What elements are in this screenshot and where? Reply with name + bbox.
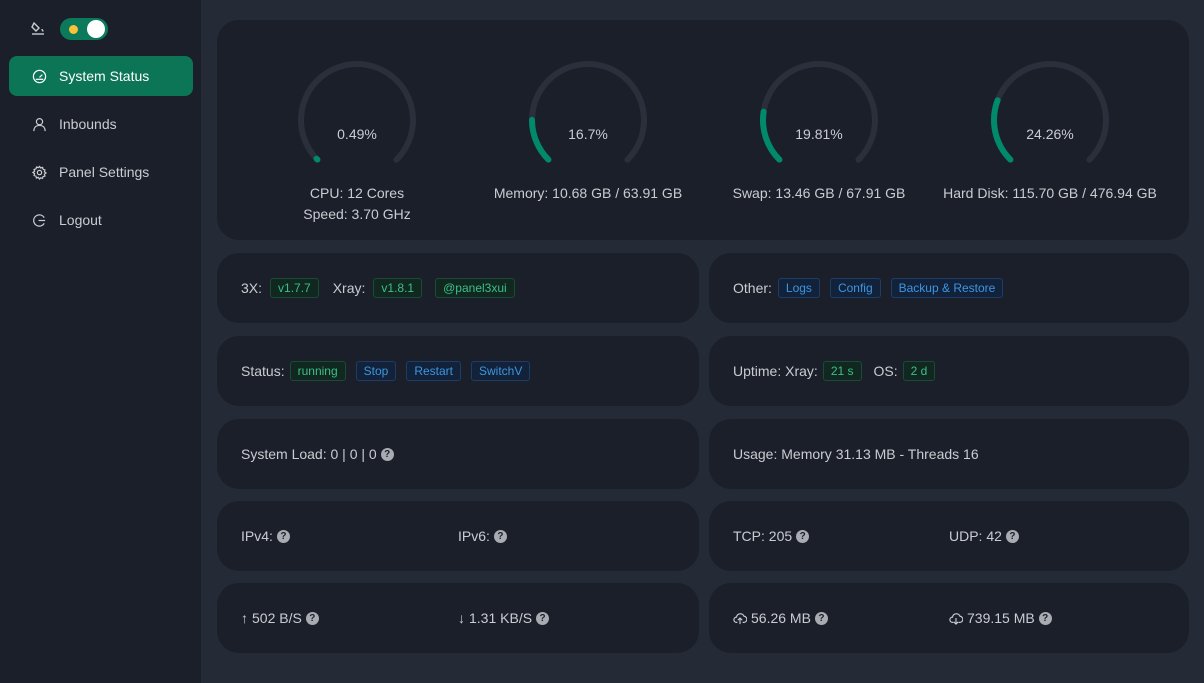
backup-restore-button[interactable]: Backup & Restore [890, 278, 1004, 298]
status-label: Status: [241, 363, 285, 379]
paint-bucket-icon [30, 20, 46, 39]
help-icon[interactable]: ? [814, 611, 828, 625]
sidebar-item-inbounds[interactable]: Inbounds [9, 104, 193, 144]
channel-link[interactable]: @panel3xui [435, 278, 515, 298]
theme-toggle[interactable] [60, 18, 108, 40]
gear-icon [32, 164, 47, 180]
gauge-track [298, 60, 416, 179]
gauge-label: Memory: 10.68 GB / 63.91 GB [493, 185, 683, 201]
status-badge: running [289, 361, 346, 381]
3x-label: 3X: [241, 280, 263, 296]
ipv6-label: IPv6: [458, 528, 490, 544]
os-label: OS: [873, 363, 898, 379]
tcp-count: TCP: 205 [733, 528, 793, 544]
system-load: System Load: 0 | 0 | 0 [241, 446, 377, 462]
3x-version-tag: v1.7.7 [270, 278, 319, 298]
gauge-percent: 16.7% [568, 126, 608, 142]
cpu-gauge: 0.49% CPU: 12 Cores Speed: 3.70 GHz [237, 50, 477, 225]
gauge-label: Hard Disk: 115.70 GB / 476.94 GB [943, 185, 1157, 201]
gauge-progress [991, 60, 1109, 179]
arrow-up-icon: ↑ [241, 610, 248, 626]
sidebar-item-label: Inbounds [59, 116, 117, 132]
sidebar-item-label: Panel Settings [59, 164, 150, 180]
traffic-card: 56.26 MB? 739.15 MB? [709, 583, 1189, 653]
other-card: Other: Logs Config Backup & Restore [709, 253, 1189, 323]
cloud-download-icon [949, 613, 963, 625]
xray-uptime-tag: 21 s [822, 361, 862, 381]
help-icon[interactable]: ? [276, 529, 290, 543]
gauge-percent: 0.49% [337, 126, 377, 142]
gauge-track [529, 60, 647, 179]
gauge-arc [298, 60, 416, 179]
usage-card: Usage: Memory 31.13 MB - Threads 16 [709, 419, 1189, 489]
gauge-percent: 19.81% [795, 126, 843, 142]
gauge-arc [529, 60, 647, 179]
gauge-sublabel: Speed: 3.70 GHz [303, 206, 411, 222]
ipv4-label: IPv4: [241, 528, 273, 544]
gauge-track [760, 60, 878, 179]
sidebar-item-label: Logout [59, 212, 102, 228]
sidebar-item-logout[interactable]: Logout [9, 200, 193, 240]
sidebar: System Status Inbounds Panel Settings Lo… [0, 0, 201, 683]
help-icon[interactable]: ? [536, 611, 550, 625]
config-button[interactable]: Config [829, 278, 881, 298]
cloud-upload-icon [733, 613, 747, 625]
speed-card: ↑ 502 B/S? ↓ 1.31 KB/S? [217, 583, 699, 653]
gauge-label: Swap: 13.46 GB / 67.91 GB [732, 185, 906, 201]
stop-button[interactable]: Stop [355, 361, 397, 381]
uptime-label: Uptime: Xray: [733, 363, 818, 379]
os-uptime-tag: 2 d [902, 361, 936, 381]
toggle-knob [87, 20, 105, 38]
usage-text: Usage: Memory 31.13 MB - Threads 16 [733, 446, 979, 462]
logout-icon [33, 213, 46, 227]
help-icon[interactable]: ? [796, 529, 810, 543]
help-icon[interactable]: ? [380, 447, 394, 461]
gauge-label: CPU: 12 Cores [309, 185, 405, 201]
swap-gauge: 19.81% Swap: 13.46 GB / 67.91 GB [699, 50, 939, 204]
gauge-track [991, 60, 1109, 179]
other-label: Other: [733, 280, 772, 296]
upload-speed: 502 B/S [252, 610, 302, 626]
restart-button[interactable]: Restart [406, 361, 461, 381]
xray-version-tag: v1.8.1 [373, 278, 423, 298]
traffic-sent: 56.26 MB [751, 610, 811, 626]
sun-icon [69, 25, 78, 34]
xray-label: Xray: [332, 280, 366, 296]
connections-card: TCP: 205? UDP: 42? [709, 501, 1189, 571]
help-icon[interactable]: ? [1038, 611, 1052, 625]
load-card: System Load: 0 | 0 | 0? [217, 419, 699, 489]
disk-gauge: 24.26% Hard Disk: 115.70 GB / 476.94 GB [930, 50, 1170, 204]
help-icon[interactable]: ? [493, 529, 507, 543]
dashboard-icon [32, 69, 47, 83]
gauge-arc [760, 60, 878, 179]
arrow-down-icon: ↓ [458, 610, 465, 626]
sidebar-item-system-status[interactable]: System Status [9, 56, 193, 96]
status-card: Status: running Stop Restart SwitchV [217, 336, 699, 406]
uptime-card: Uptime: Xray: 21 s OS: 2 d [709, 336, 1189, 406]
traffic-received: 739.15 MB [967, 610, 1035, 626]
gauge-progress [529, 60, 647, 179]
memory-gauge: 16.7% Memory: 10.68 GB / 63.91 GB [468, 50, 708, 204]
gauge-arc [991, 60, 1109, 179]
gauge-progress [760, 60, 878, 179]
sidebar-item-label: System Status [59, 68, 150, 84]
gauge-progress [298, 60, 416, 179]
versions-card: 3X: v1.7.7 Xray: v1.8.1 @panel3xui [217, 253, 699, 323]
ip-card: IPv4:? IPv6:? [217, 501, 699, 571]
switch-version-button[interactable]: SwitchV [471, 361, 531, 381]
logs-button[interactable]: Logs [777, 278, 820, 298]
download-speed: 1.31 KB/S [469, 610, 533, 626]
udp-count: UDP: 42 [949, 528, 1002, 544]
gauge-percent: 24.26% [1026, 126, 1074, 142]
theme-row [30, 18, 108, 40]
help-icon[interactable]: ? [1005, 529, 1019, 543]
help-icon[interactable]: ? [305, 611, 319, 625]
user-icon [33, 117, 46, 131]
sidebar-item-panel-settings[interactable]: Panel Settings [9, 152, 193, 192]
gauges-card: 0.49% CPU: 12 Cores Speed: 3.70 GHz 16.7% M… [217, 20, 1189, 240]
